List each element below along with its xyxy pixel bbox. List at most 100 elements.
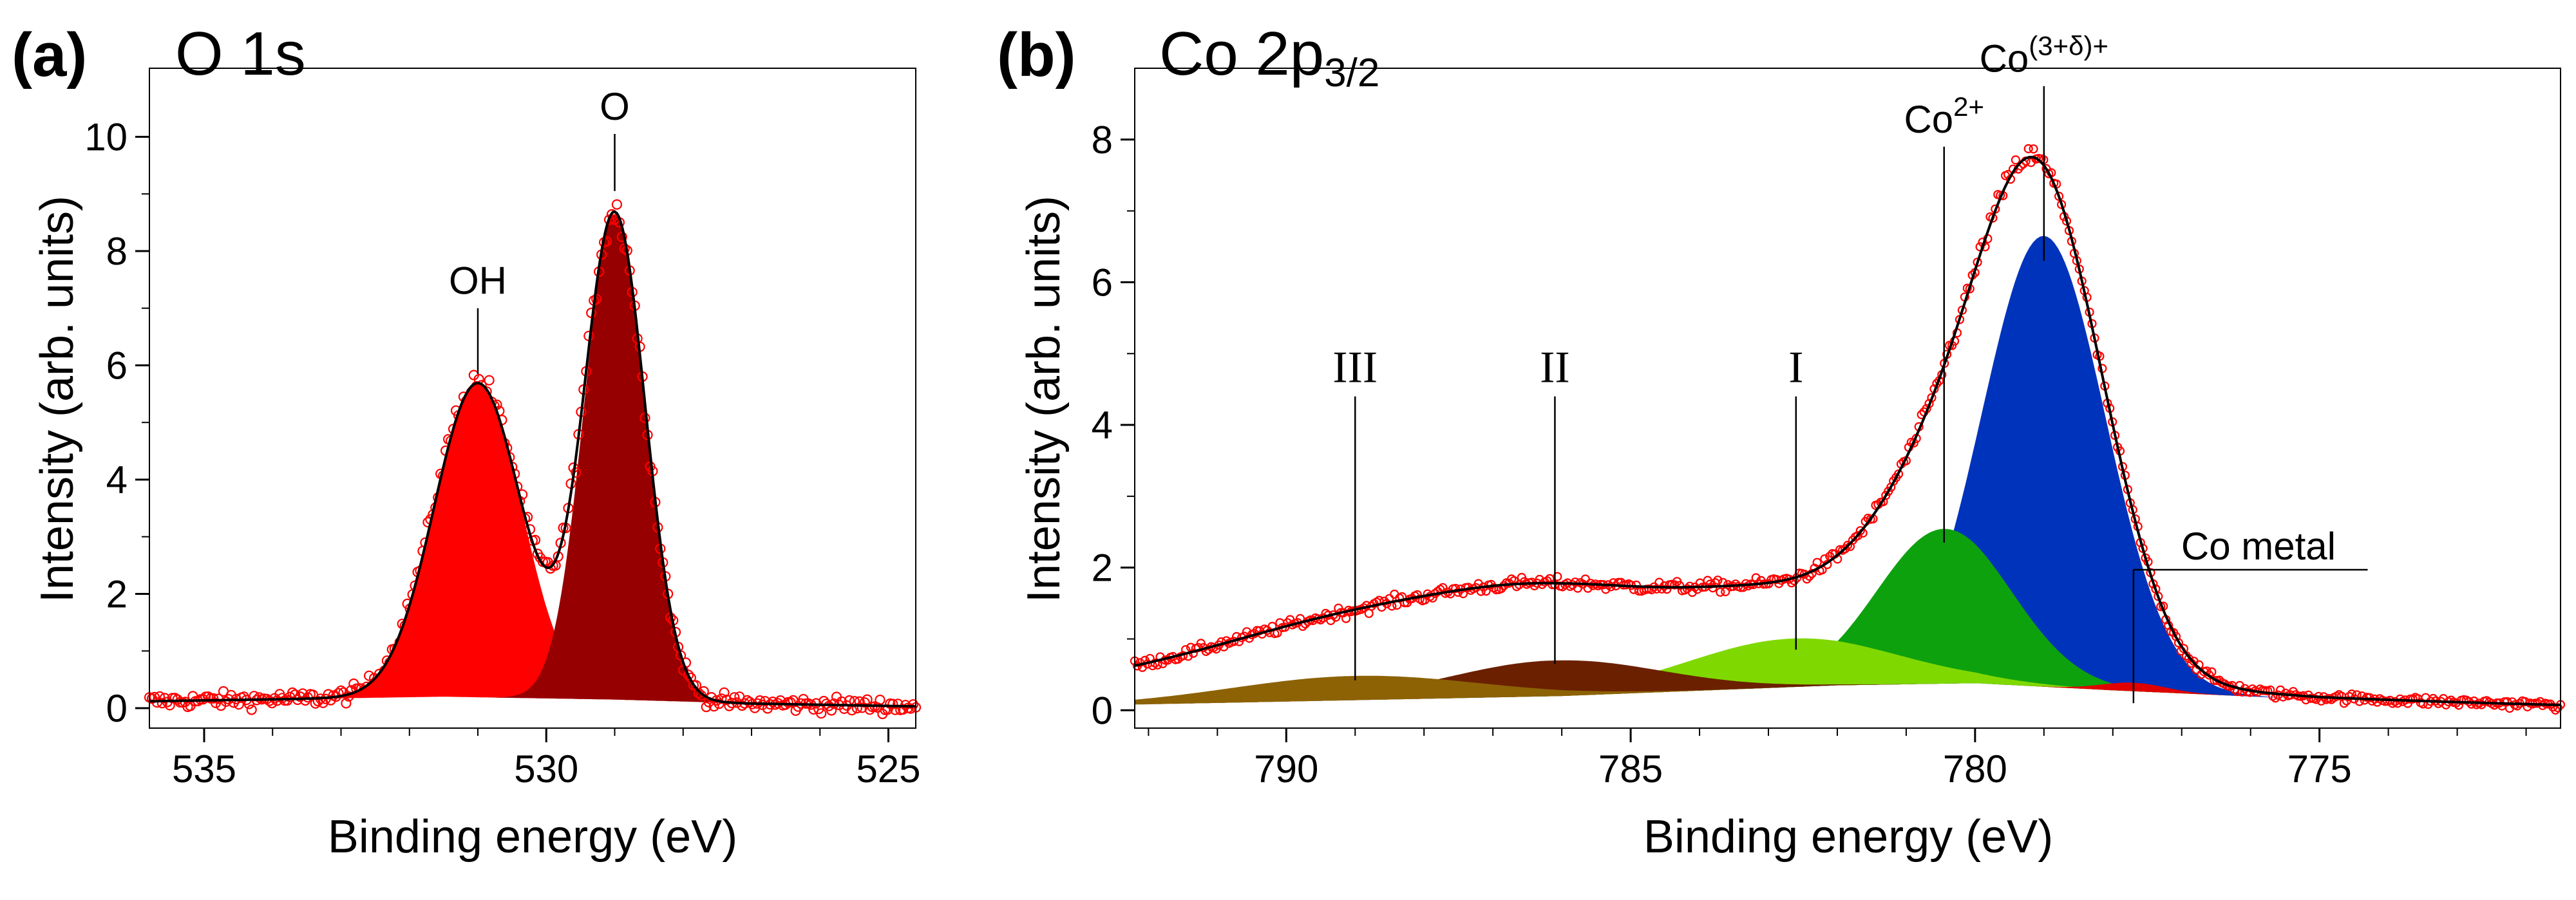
x-tick-label: 780 xyxy=(1943,747,2007,791)
data-point xyxy=(220,696,232,708)
data-point xyxy=(516,489,528,500)
data-point xyxy=(862,694,873,705)
panel-b-fit-curve xyxy=(1134,155,2561,707)
x-tick-label: 530 xyxy=(514,747,578,791)
data-point xyxy=(272,695,283,706)
data-point xyxy=(2023,144,2033,154)
data-point xyxy=(887,698,898,709)
data-point xyxy=(2174,638,2184,648)
data-point xyxy=(2207,667,2217,677)
data-point xyxy=(238,691,249,702)
data-point xyxy=(875,694,886,706)
x-tick-label: 525 xyxy=(856,747,920,791)
panel-b-x-ticks: 790 785 780 775 xyxy=(1148,728,2527,791)
annotation-label: Co2+ xyxy=(1904,91,1984,141)
panel-a-label: (a) xyxy=(12,21,87,89)
annotation-label: Co metal xyxy=(2181,525,2336,568)
data-point xyxy=(571,467,582,478)
panel-b-title: Co 2p3/2 xyxy=(1159,19,1379,95)
y-tick-label: 4 xyxy=(1092,404,1113,447)
panel-b-y-axis-label: Intensity (arb. units) xyxy=(1018,196,1070,603)
data-point xyxy=(759,696,771,707)
panel-b-y-ticks: 0 2 4 6 8 xyxy=(1092,118,1135,732)
data-point xyxy=(450,405,462,416)
y-tick-label: 6 xyxy=(106,344,128,387)
x-tick-label: 775 xyxy=(2287,747,2352,791)
y-tick-label: 2 xyxy=(106,572,128,615)
data-point xyxy=(2512,701,2522,711)
data-point xyxy=(312,695,323,707)
data-point xyxy=(859,697,870,708)
data-point xyxy=(1716,587,1725,597)
data-point xyxy=(603,214,615,225)
data-point xyxy=(693,688,704,698)
panel-a-fit-curve xyxy=(149,210,916,708)
data-point xyxy=(708,701,719,712)
y-tick-label: 8 xyxy=(106,230,128,273)
data-point xyxy=(381,655,393,666)
panel-a-component-areas xyxy=(149,214,916,707)
y-tick-label: 10 xyxy=(84,115,128,158)
panel-a-y-axis-label: Intensity (arb. units) xyxy=(32,196,83,603)
annotation-label: O xyxy=(600,85,630,128)
x-tick-label: 790 xyxy=(1254,747,1318,791)
data-point xyxy=(857,702,867,713)
data-point xyxy=(476,380,487,391)
panel-b-label: (b) xyxy=(997,21,1076,89)
data-point xyxy=(2184,653,2193,664)
panel-b-title-subscript: 3/2 xyxy=(1324,51,1379,95)
data-point xyxy=(683,670,694,680)
data-point xyxy=(767,696,779,708)
component-area-0 xyxy=(149,383,916,707)
data-point xyxy=(422,517,433,528)
data-point xyxy=(616,231,627,242)
annotation-label: III xyxy=(1332,343,1378,393)
y-tick-label: 0 xyxy=(106,687,128,730)
data-point xyxy=(363,670,375,681)
data-point xyxy=(2029,144,2038,154)
panel-a: OH O 535 530 525 0 2 4 6 8 10 (a) O 1s Binding e… xyxy=(12,19,922,863)
y-tick-label: 2 xyxy=(1092,547,1113,590)
data-point xyxy=(2011,155,2020,165)
data-point xyxy=(299,695,311,706)
data-point xyxy=(1341,614,1351,623)
y-tick-label: 4 xyxy=(106,458,128,502)
y-tick-label: 0 xyxy=(1092,689,1113,732)
x-tick-label: 535 xyxy=(172,747,236,791)
data-point xyxy=(1713,576,1723,585)
x-tick-label: 785 xyxy=(1598,747,1663,791)
data-point xyxy=(1853,530,1862,541)
annotation-label: OH xyxy=(449,259,507,303)
data-point xyxy=(341,698,352,709)
data-point xyxy=(907,699,919,710)
data-point xyxy=(2339,698,2349,708)
data-point xyxy=(611,199,623,210)
panel-b-component-areas xyxy=(1135,236,2561,706)
data-point xyxy=(851,703,862,714)
data-point xyxy=(1390,589,1399,599)
data-point xyxy=(264,695,275,706)
component-area-4 xyxy=(1135,675,2561,706)
panel-a-annotations: OH O xyxy=(449,85,630,374)
panel-a-x-ticks: 535 530 525 xyxy=(172,728,921,791)
panel-a-plot-frame xyxy=(149,68,916,729)
panel-a-title: O 1s xyxy=(175,19,306,88)
annotation-label: I xyxy=(1788,343,1803,393)
component-area-2 xyxy=(1135,638,2561,706)
panel-a-x-axis-label: Binding energy (eV) xyxy=(328,811,737,863)
panel-b-data-points xyxy=(1130,144,2566,715)
data-point xyxy=(156,698,167,709)
panel-b-x-axis-label: Binding energy (eV) xyxy=(1643,811,2053,863)
panel-b-plot-frame xyxy=(1134,68,2561,729)
annotation-label: Co(3+δ)+ xyxy=(1980,31,2108,80)
data-point xyxy=(816,708,827,719)
panel-b-title-main: Co 2p xyxy=(1159,19,1324,88)
data-point xyxy=(893,698,904,709)
data-point xyxy=(1379,596,1389,606)
data-point xyxy=(785,697,796,708)
annotation-superscript: (3+δ)+ xyxy=(2029,31,2108,61)
y-tick-label: 8 xyxy=(1092,118,1113,162)
data-point xyxy=(254,692,265,703)
